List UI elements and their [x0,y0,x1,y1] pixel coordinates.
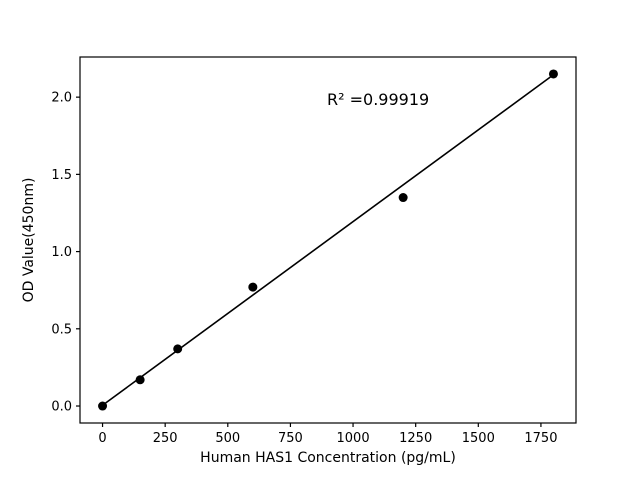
x-tick-label: 1500 [462,431,495,446]
r-squared-annotation: R² =0.99919 [327,90,429,109]
x-tick-label: 0 [98,431,106,446]
x-axis-label: Human HAS1 Concentration (pg/mL) [200,450,456,466]
data-point [173,344,183,354]
x-tick-label: 1250 [399,431,432,446]
y-axis-label: OD Value(450nm) [21,178,37,303]
y-tick-label: 0.0 [51,400,72,415]
y-tick-label: 0.5 [51,322,72,337]
x-tick-label: 250 [153,431,178,446]
x-tick-label: 1000 [337,431,370,446]
y-tick-label: 1.0 [51,245,72,260]
data-point [398,193,408,203]
y-tick-label: 1.5 [51,168,72,183]
x-tick-label: 750 [278,431,303,446]
plot-border [79,56,577,424]
y-tick-label: 2.0 [51,91,72,106]
data-point [135,375,145,385]
data-point [248,282,258,292]
x-tick-label: 500 [215,431,240,446]
data-point [548,69,558,79]
fit-line [102,74,554,406]
data-point [98,401,108,411]
x-tick-label: 1750 [524,431,557,446]
